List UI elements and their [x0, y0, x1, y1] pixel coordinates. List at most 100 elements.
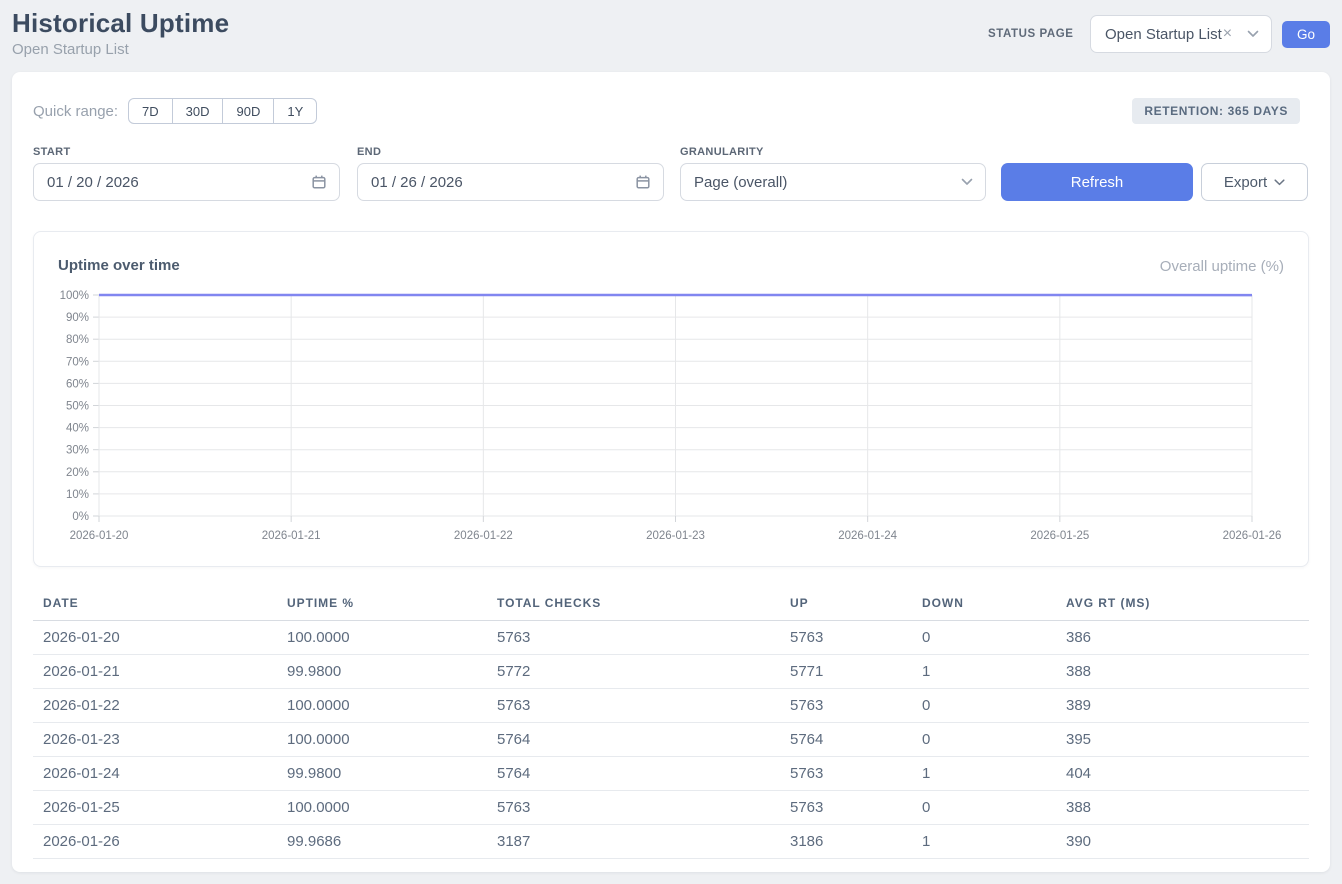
status-page-select[interactable]: Open Startup List × [1090, 15, 1272, 53]
y-axis-label: 10% [66, 489, 89, 501]
table-cell: 2026-01-25 [33, 790, 277, 825]
table-cell: 395 [1056, 722, 1309, 757]
calendar-icon[interactable] [311, 174, 327, 190]
table-cell: 5764 [487, 756, 780, 791]
quick-range-label: Quick range: [33, 103, 119, 120]
table-cell: 5771 [780, 654, 912, 689]
table-row: 2026-01-25 100.0000 5763 5763 0 388 [33, 790, 1309, 825]
table-cell: 99.9800 [277, 756, 487, 791]
table-row: 2026-01-26 99.9686 3187 3186 1 390 [33, 824, 1309, 859]
column-header-total-checks: TOTAL CHECKS [487, 590, 780, 621]
table-row: 2026-01-23 100.0000 5764 5764 0 395 [33, 722, 1309, 757]
y-axis-label: 90% [66, 312, 89, 324]
table-header-row: DATE UPTIME % TOTAL CHECKS UP DOWN AVG R… [33, 590, 1309, 621]
table-cell: 5763 [780, 688, 912, 723]
status-page-value: Open Startup List [1105, 25, 1222, 43]
column-header-uptime: UPTIME % [277, 590, 487, 621]
y-axis-label: 50% [66, 401, 89, 413]
retention-badge: RETENTION: 365 DAYS [1132, 98, 1300, 124]
table-cell: 389 [1056, 688, 1309, 723]
table-cell: 1 [912, 654, 1056, 689]
chevron-down-icon[interactable] [1247, 30, 1259, 38]
clear-icon[interactable]: × [1222, 25, 1233, 42]
granularity-select[interactable]: Page (overall) [680, 163, 986, 201]
table-cell: 2026-01-26 [33, 824, 277, 859]
table-cell: 100.0000 [277, 722, 487, 757]
x-axis-label: 2026-01-24 [838, 530, 897, 542]
granularity-label: GRANULARITY [680, 146, 764, 158]
table-cell: 2026-01-20 [33, 620, 277, 655]
table-cell: 2026-01-23 [33, 722, 277, 757]
end-date-input[interactable]: 01 / 26 / 2026 [357, 163, 664, 201]
table-cell: 386 [1056, 620, 1309, 655]
start-date-value: 01 / 20 / 2026 [47, 173, 139, 191]
chevron-down-icon [1274, 178, 1285, 186]
table-cell: 0 [912, 620, 1056, 655]
column-header-up: UP [780, 590, 912, 621]
table-cell: 5763 [487, 620, 780, 655]
uptime-chart[interactable]: 0% 10% 20% 30% 40% 50% 60% 70% 80% 90% 100% 2026-01… [58, 284, 1298, 550]
table-cell: 100.0000 [277, 688, 487, 723]
table-row: 2026-01-24 99.9800 5764 5763 1 404 [33, 756, 1309, 791]
y-axis-label: 0% [72, 511, 89, 523]
table-cell: 1 [912, 824, 1056, 859]
y-axis-label: 80% [66, 334, 89, 346]
uptime-chart-card: Uptime over time Overall uptime (%) 0% 10… [33, 231, 1309, 567]
table-cell: 2026-01-24 [33, 756, 277, 791]
table-cell: 5763 [780, 620, 912, 655]
y-axis-label: 70% [66, 356, 89, 368]
table-cell: 2026-01-22 [33, 688, 277, 723]
start-label: START [33, 146, 71, 158]
table-cell: 390 [1056, 824, 1309, 859]
quick-range-30d[interactable]: 30D [171, 98, 224, 124]
table-cell: 0 [912, 790, 1056, 825]
table-cell: 99.9686 [277, 824, 487, 859]
table-row: 2026-01-21 99.9800 5772 5771 1 388 [33, 654, 1309, 689]
table-cell: 5772 [487, 654, 780, 689]
chart-legend: Overall uptime (%) [1159, 258, 1284, 275]
end-date-value: 01 / 26 / 2026 [371, 173, 463, 191]
column-header-avg-rt: AVG RT (MS) [1056, 590, 1309, 621]
y-axis-label: 40% [66, 423, 89, 435]
start-date-input[interactable]: 01 / 20 / 2026 [33, 163, 340, 201]
status-page-label: STATUS PAGE [988, 28, 1074, 40]
y-axis-label: 20% [66, 467, 89, 479]
x-axis-label: 2026-01-23 [646, 530, 705, 542]
table-row: 2026-01-20 100.0000 5763 5763 0 386 [33, 620, 1309, 655]
quick-range-90d[interactable]: 90D [222, 98, 275, 124]
chart-title: Uptime over time [58, 257, 180, 274]
table-cell: 5763 [487, 790, 780, 825]
y-axis-label: 100% [60, 290, 89, 302]
calendar-icon[interactable] [635, 174, 651, 190]
table-cell: 1 [912, 756, 1056, 791]
y-axis-label: 60% [66, 378, 89, 390]
table-cell: 2026-01-21 [33, 654, 277, 689]
table-cell: 5763 [487, 688, 780, 723]
table-cell: 3187 [487, 824, 780, 859]
x-axis-label: 2026-01-20 [70, 530, 129, 542]
quick-range-7d[interactable]: 7D [128, 98, 173, 124]
chevron-down-icon[interactable] [961, 178, 973, 186]
x-axis-label: 2026-01-26 [1223, 530, 1282, 542]
table-cell: 3186 [780, 824, 912, 859]
export-button[interactable]: Export [1201, 163, 1308, 201]
table-cell: 5763 [780, 790, 912, 825]
go-button[interactable]: Go [1282, 21, 1330, 48]
quick-range-1y[interactable]: 1Y [273, 98, 318, 124]
x-axis-label: 2026-01-25 [1030, 530, 1089, 542]
table-cell: 388 [1056, 790, 1309, 825]
page-subtitle: Open Startup List [12, 41, 129, 58]
refresh-button[interactable]: Refresh [1001, 163, 1193, 201]
table-cell: 404 [1056, 756, 1309, 791]
uptime-table: DATE UPTIME % TOTAL CHECKS UP DOWN AVG R… [33, 590, 1309, 859]
export-button-label: Export [1223, 173, 1268, 191]
x-axis-label: 2026-01-22 [454, 530, 513, 542]
page-title: Historical Uptime [12, 8, 230, 38]
table-row: 2026-01-22 100.0000 5763 5763 0 389 [33, 688, 1309, 723]
table-cell: 5763 [780, 756, 912, 791]
table-cell: 100.0000 [277, 620, 487, 655]
table-cell: 5764 [487, 722, 780, 757]
y-axis-label: 30% [66, 445, 89, 457]
table-cell: 388 [1056, 654, 1309, 689]
